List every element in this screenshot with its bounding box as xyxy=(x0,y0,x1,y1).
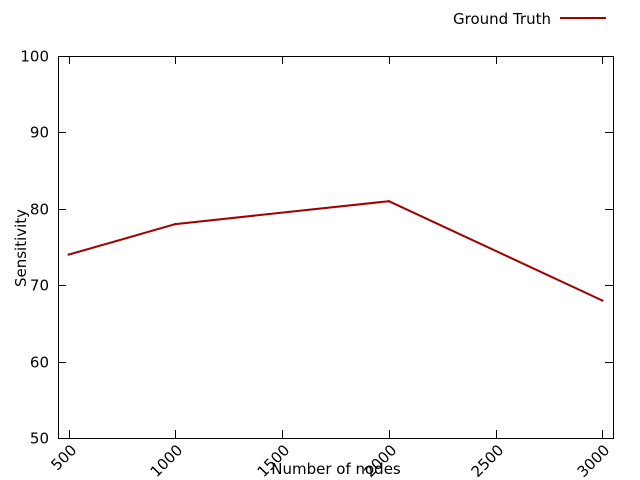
data-point xyxy=(387,200,391,203)
legend-label-ground-truth: Ground Truth xyxy=(453,10,551,28)
y-tick-label: 50 xyxy=(30,430,49,448)
y-tick-label: 90 xyxy=(30,124,49,142)
legend: Ground Truth xyxy=(453,10,606,28)
series-layer xyxy=(67,200,604,302)
y-axis: 50 60 70 80 90 100 xyxy=(20,48,613,448)
data-point xyxy=(67,253,70,256)
y-axis-label: Sensitivity xyxy=(12,209,30,287)
x-tick-label: 2500 xyxy=(468,441,508,480)
x-tick-label: 1000 xyxy=(147,441,187,480)
data-point xyxy=(601,299,604,302)
y-tick-label: 100 xyxy=(20,48,49,66)
series-line-ground-truth xyxy=(68,200,603,302)
y-tick-label: 70 xyxy=(30,277,49,295)
x-tick-label: 3000 xyxy=(574,441,614,480)
y-tick-label: 60 xyxy=(30,354,49,372)
data-point xyxy=(174,222,177,226)
x-axis-label: Number of nodes xyxy=(271,460,401,478)
x-axis: 500 1000 1500 2000 2500 3000 xyxy=(47,56,613,480)
x-tick-label: 500 xyxy=(47,441,80,474)
plot-frame xyxy=(58,56,614,439)
y-tick-label: 80 xyxy=(30,201,49,219)
